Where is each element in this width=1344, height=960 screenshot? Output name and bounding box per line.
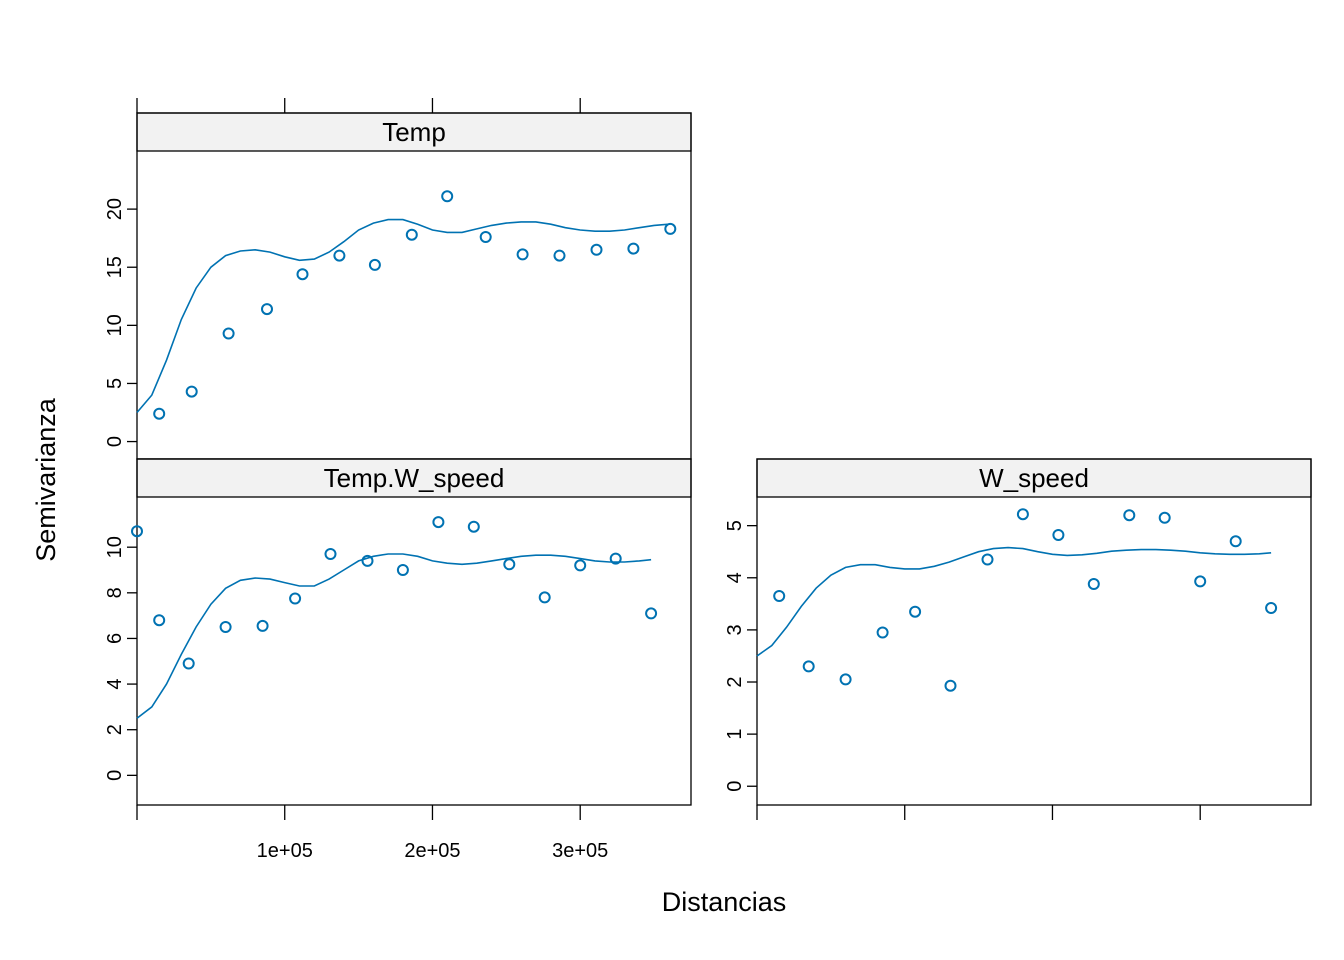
data-point	[153, 407, 166, 420]
data-point	[664, 222, 677, 235]
data-point	[876, 626, 889, 639]
panel-frame	[136, 112, 692, 460]
fit-line	[136, 218, 669, 414]
y-tick-label: 5	[104, 378, 126, 389]
data-point	[516, 248, 529, 261]
data-point	[574, 559, 587, 572]
y-tick-label: 2	[724, 676, 746, 687]
y-tick-label: 20	[104, 198, 126, 220]
y-tick-label: 10	[104, 314, 126, 336]
data-point	[645, 607, 658, 620]
data-point	[289, 592, 302, 605]
y-tick-label: 2	[104, 724, 126, 735]
data-point	[333, 249, 346, 262]
y-tick-label: 15	[104, 256, 126, 278]
data-point	[1229, 535, 1242, 548]
data-point	[553, 249, 566, 262]
data-point	[590, 243, 603, 256]
y-tick-label: 4	[104, 679, 126, 690]
data-point	[944, 679, 957, 692]
x-axis-label: Distancias	[662, 887, 787, 917]
data-point	[219, 621, 232, 633]
data-point	[1123, 509, 1136, 522]
panel-frame	[136, 458, 692, 806]
y-axis-label: Semivarianza	[31, 397, 61, 562]
data-point	[432, 516, 445, 529]
y-tick-label: 0	[724, 781, 746, 792]
y-tick-label: 6	[104, 633, 126, 644]
y-tick-label: 0	[104, 770, 126, 781]
y-tick-label: 8	[104, 587, 126, 598]
y-tick-label: 5	[724, 520, 746, 531]
data-point	[802, 660, 815, 673]
data-point	[182, 657, 195, 670]
data-point	[153, 614, 166, 627]
fit-line	[136, 553, 652, 719]
data-point	[1087, 578, 1100, 590]
data-point	[981, 553, 994, 566]
data-point	[1158, 511, 1171, 524]
fit-line	[756, 546, 1272, 657]
data-point	[256, 619, 269, 632]
data-point	[627, 242, 640, 255]
y-tick-label: 1	[724, 729, 746, 740]
panel-frame	[756, 458, 1312, 806]
panel-temp-w-speed: Temp.W_speed 0 2 4 6 8 10 1e+05 2e+05 3e+05	[104, 458, 692, 862]
data-point	[396, 564, 409, 576]
panel-strip	[136, 112, 692, 152]
data-point	[1194, 575, 1207, 588]
data-point	[1265, 602, 1278, 614]
panel-title: Temp.W_speed	[324, 463, 505, 493]
x-tick-label: 1e+05	[257, 840, 313, 862]
data-point	[368, 258, 381, 271]
data-point	[839, 673, 852, 686]
data-point	[467, 520, 480, 533]
y-tick-label: 3	[724, 624, 746, 635]
panel-title: W_speed	[979, 463, 1089, 493]
y-tick-label: 4	[724, 572, 746, 583]
data-point	[361, 554, 374, 567]
data-point	[503, 558, 516, 571]
y-tick-label: 10	[104, 536, 126, 558]
data-point	[296, 268, 309, 281]
data-point	[405, 228, 418, 241]
data-point	[773, 590, 786, 602]
data-point	[1052, 529, 1065, 541]
data-point	[324, 548, 337, 560]
panel-temp: Temp 0 5 10 15 20	[104, 98, 692, 460]
data-point	[538, 591, 551, 604]
data-point	[261, 303, 273, 316]
panel-w-speed: W_speed 0 1 2 3 4 5	[724, 458, 1312, 820]
data-point	[441, 190, 454, 203]
data-point	[609, 552, 622, 565]
data-point	[909, 605, 922, 618]
data-point	[1016, 508, 1029, 521]
y-tick-label: 0	[104, 436, 126, 447]
data-point	[222, 327, 235, 340]
data-point	[131, 525, 143, 538]
x-tick-label: 3e+05	[552, 840, 608, 862]
data-point	[185, 385, 198, 398]
x-tick-label: 2e+05	[404, 840, 460, 862]
data-point	[479, 231, 492, 243]
panel-title: Temp	[382, 117, 446, 147]
